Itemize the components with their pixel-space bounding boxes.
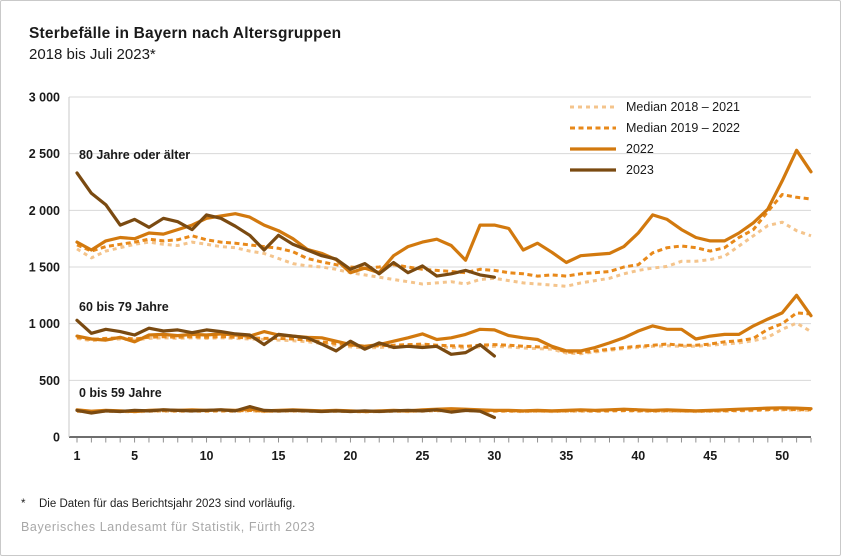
group-label-80-plus: 80 Jahre oder älter: [79, 148, 191, 162]
chart-title: Sterbefälle in Bayern nach Altersgruppen: [29, 25, 342, 42]
x-tick-label: 25: [415, 449, 429, 463]
series-age-80-plus-median_2019_2022: [76, 193, 812, 278]
series-age-60-79-y2022: [75, 293, 813, 353]
series-age-60-79-y2023: [75, 318, 496, 358]
footnote-text: Die Daten für das Berichtsjahr 2023 sind…: [39, 498, 296, 510]
y-tick-label: 0: [53, 431, 60, 445]
y-tick-label: 1 000: [29, 317, 60, 331]
legend: Median 2018 – 2021 Median 2019 – 2022 2022…: [569, 96, 740, 180]
legend-swatch-y2022: [570, 146, 616, 151]
y-tick-label: 3 000: [29, 91, 60, 105]
legend-item-y2022: 2022: [569, 138, 740, 159]
legend-item-median_2019_2022: Median 2019 – 2022: [569, 117, 740, 138]
x-tick-label: 40: [631, 449, 645, 463]
y-tick-label: 500: [39, 374, 60, 388]
x-tick-label: 20: [343, 449, 357, 463]
legend-label-median_2019_2022: Median 2019 – 2022: [626, 120, 740, 135]
footnote-marker: *: [21, 498, 26, 510]
x-tick-label: 45: [703, 449, 717, 463]
series-age-60-79-median_2019_2022: [76, 311, 812, 355]
y-tick-label: 1 500: [29, 261, 60, 275]
legend-label-median_2018_2021: Median 2018 – 2021: [626, 99, 740, 114]
legend-swatch-median_2019_2022: [570, 126, 616, 129]
x-tick-label: 15: [272, 449, 286, 463]
series-age-80-plus-median_2018_2021: [76, 220, 812, 288]
x-tick-label: 5: [131, 449, 138, 463]
x-tick-label: 1: [74, 449, 81, 463]
legend-label-y2023: 2023: [626, 162, 654, 177]
x-tick-label: 35: [559, 449, 573, 463]
chart-subtitle: 2018 bis Juli 2023*: [29, 46, 156, 63]
group-label-0-59: 0 bis 59 Jahre: [79, 386, 162, 400]
series-age-80-plus-y2023: [75, 171, 496, 279]
legend-swatch-median_2018_2021: [570, 105, 616, 108]
series-age-0-59-y2023: [75, 405, 496, 420]
legend-label-y2022: 2022: [626, 141, 654, 156]
footnote: * Die Daten für das Berichtsjahr 2023 sin…: [21, 498, 295, 510]
source-line: Bayerisches Landesamt für Statistik, Für…: [21, 520, 316, 534]
group-label-60-79: 60 bis 79 Jahre: [79, 300, 169, 314]
legend-item-median_2018_2021: Median 2018 – 2021: [569, 96, 740, 117]
y-tick-label: 2 500: [29, 147, 60, 161]
legend-item-y2023: 2023: [569, 159, 740, 180]
legend-swatch-y2023: [570, 167, 616, 172]
y-tick-label: 2 000: [29, 204, 60, 218]
x-tick-label: 10: [200, 449, 214, 463]
x-tick-label: 30: [487, 449, 501, 463]
x-tick-label: 50: [775, 449, 789, 463]
